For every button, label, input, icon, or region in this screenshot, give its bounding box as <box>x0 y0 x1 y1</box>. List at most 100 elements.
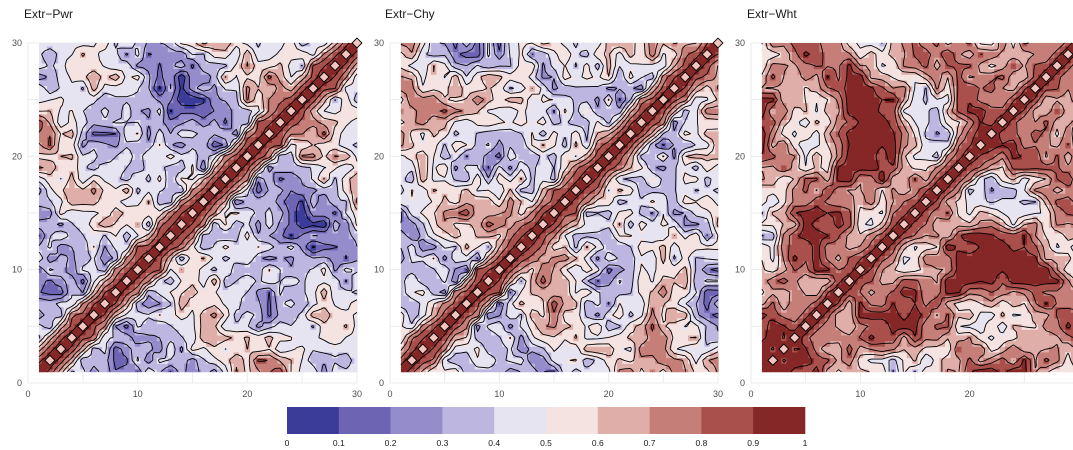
heatmap-cell <box>102 51 109 58</box>
heatmap-cell <box>74 300 81 308</box>
heatmap-cell <box>189 357 196 364</box>
heatmap-cell <box>80 181 87 189</box>
heatmap-cell <box>123 181 131 189</box>
heatmap-cell <box>167 159 174 166</box>
heatmap-cell <box>288 51 295 58</box>
heatmap-cell <box>173 108 180 115</box>
heatmap-cell <box>173 119 180 126</box>
heatmap-cell <box>85 278 92 285</box>
heatmap-cell <box>518 164 525 172</box>
heatmap-cell <box>523 244 530 251</box>
heatmap-cell <box>425 51 432 58</box>
heatmap-cell <box>447 283 454 291</box>
heatmap-cell <box>239 102 246 109</box>
heatmap-cell <box>140 215 147 223</box>
heatmap-cell <box>436 130 443 138</box>
heatmap-cell <box>502 198 509 206</box>
heatmap-cell <box>480 45 487 53</box>
heatmap-cell <box>315 244 322 251</box>
heatmap-cell <box>118 102 125 109</box>
heatmap-cell <box>162 249 169 257</box>
heatmap-cell <box>272 261 279 268</box>
heatmap-cell <box>211 113 218 121</box>
heatmap-cell <box>337 159 344 166</box>
heatmap-cell <box>403 91 410 98</box>
heatmap-cell <box>502 91 509 98</box>
heatmap-cell <box>425 198 432 206</box>
heatmap-cell <box>436 363 443 370</box>
heatmap-cell <box>310 147 317 155</box>
heatmap-cell <box>184 164 191 172</box>
heatmap-cell <box>409 198 416 206</box>
heatmap-cell <box>502 45 509 53</box>
heatmap-cell <box>272 147 279 155</box>
heatmap-cell <box>151 232 158 240</box>
heatmap-cell <box>348 215 355 223</box>
heatmap-cell <box>447 159 454 166</box>
heatmap-cell <box>310 272 317 279</box>
heatmap-cell <box>52 142 59 149</box>
heatmap-cell <box>409 334 416 342</box>
heatmap-cell <box>47 147 54 155</box>
heatmap-cell <box>41 317 48 325</box>
heatmap-cell <box>400 125 405 132</box>
heatmap-cell <box>447 113 454 121</box>
heatmap-cell <box>337 170 344 177</box>
heatmap-cell <box>409 142 416 149</box>
heatmap-cell <box>403 79 410 87</box>
heatmap-cell <box>58 187 65 194</box>
heatmap-cell <box>480 125 487 132</box>
heatmap-cell <box>211 266 218 274</box>
heatmap-cell <box>85 357 92 364</box>
heatmap-cell <box>523 136 530 143</box>
heatmap-cell <box>310 357 317 364</box>
heatmap-cell <box>272 96 279 104</box>
heatmap-cell <box>217 79 224 87</box>
heatmap-cell <box>348 193 355 200</box>
heatmap-cell <box>277 181 284 189</box>
heatmap-cell <box>244 283 251 291</box>
heatmap-cell <box>189 57 196 64</box>
heatmap-cell <box>173 170 180 177</box>
heatmap-cell <box>140 187 147 194</box>
heatmap-cell <box>151 340 158 347</box>
heatmap-cell <box>41 43 48 47</box>
heatmap-cell <box>326 306 333 313</box>
heatmap-cell <box>189 244 196 251</box>
heatmap-cell <box>420 74 427 81</box>
heatmap-cell <box>145 193 152 200</box>
heatmap-cell <box>178 181 185 189</box>
heatmap-cell <box>496 204 503 211</box>
heatmap-cell <box>431 85 438 92</box>
heatmap-cell <box>151 102 158 109</box>
heatmap-cell <box>91 136 98 143</box>
heatmap-cell <box>96 329 103 336</box>
heatmap-cell <box>184 323 191 330</box>
heatmap-cell <box>145 57 152 64</box>
heatmap-cell <box>343 164 350 172</box>
heatmap-cell <box>145 232 152 240</box>
heatmap-cell <box>129 278 136 285</box>
heatmap-cell <box>452 221 459 228</box>
heatmap-cell <box>107 170 114 177</box>
heatmap-cell <box>58 351 65 359</box>
heatmap-cell <box>315 340 322 347</box>
heatmap-cell <box>63 221 70 228</box>
heatmap-cell <box>463 357 470 364</box>
heatmap-cell <box>91 130 98 138</box>
heatmap-cell <box>233 363 240 370</box>
heatmap-cell <box>282 45 290 53</box>
heatmap-cell <box>195 357 202 364</box>
heatmap-cell <box>107 43 114 47</box>
heatmap-cell <box>400 255 405 262</box>
heatmap-cell <box>233 147 240 155</box>
heatmap-cell <box>310 119 317 126</box>
heatmap-cell <box>332 306 339 313</box>
heatmap-cell <box>474 102 481 109</box>
heatmap-cell <box>513 62 520 70</box>
heatmap-cell <box>91 306 98 313</box>
heatmap-cell <box>272 187 279 194</box>
heatmap-cell <box>255 119 262 126</box>
heatmap-cell <box>272 249 279 257</box>
heatmap-cell <box>299 363 306 370</box>
